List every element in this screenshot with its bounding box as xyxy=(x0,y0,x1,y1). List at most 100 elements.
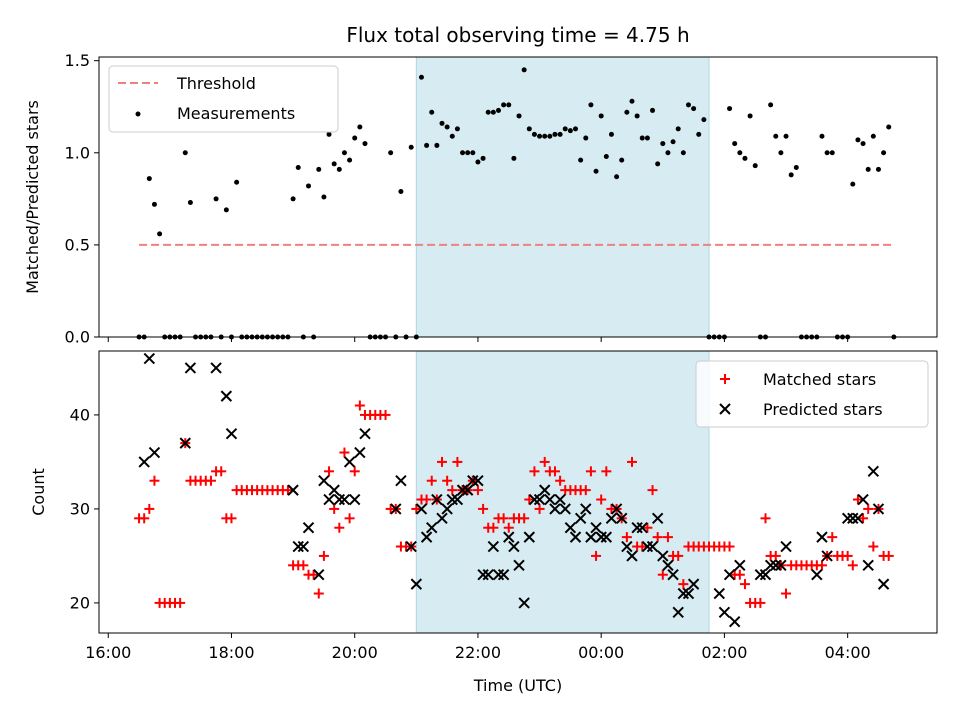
predicted-star-point xyxy=(672,606,684,619)
predicted-star-point xyxy=(549,503,561,515)
matched-star-point xyxy=(755,597,766,608)
measurement-point xyxy=(562,126,568,132)
predicted-star-point xyxy=(569,531,582,543)
measurement-point xyxy=(691,106,697,112)
y-tick-label: 40 xyxy=(70,405,90,424)
predicted-star-point xyxy=(302,522,315,534)
matched-star-point xyxy=(452,456,463,467)
matched-star-point xyxy=(139,513,150,524)
predicted-star-point xyxy=(220,390,233,402)
measurement-point xyxy=(727,106,733,112)
measurement-point xyxy=(439,120,445,126)
measurement-point xyxy=(182,150,188,156)
ratio-legend-box xyxy=(108,65,339,133)
predicted-star-point xyxy=(862,559,874,572)
matched-star-point xyxy=(498,513,509,524)
legend-predicted-swatch xyxy=(719,403,731,415)
measurement-point xyxy=(629,98,635,104)
predicted-star-point xyxy=(431,493,443,506)
predicted-star-point xyxy=(436,512,448,525)
y-tick-label: 0.5 xyxy=(65,235,90,254)
measurement-point xyxy=(347,157,353,163)
matched-star-point xyxy=(883,550,894,561)
predicted-star-point xyxy=(775,559,787,572)
measurement-point xyxy=(824,150,830,156)
predicted-star-point xyxy=(415,503,428,515)
measurement-point xyxy=(583,135,589,141)
predicted-star-point xyxy=(456,484,469,496)
measurement-point xyxy=(434,142,440,148)
matched-star-point xyxy=(447,485,458,496)
predicted-star-point xyxy=(616,512,628,525)
measurement-point xyxy=(660,141,666,147)
matched-star-point xyxy=(847,560,858,571)
predicted-star-point xyxy=(390,503,402,515)
measurement-point xyxy=(424,142,430,148)
matched-star-point xyxy=(842,550,853,561)
predicted-star-point xyxy=(359,428,371,440)
measurement-point xyxy=(768,102,774,108)
predicted-star-point xyxy=(544,493,556,506)
predicted-star-point xyxy=(513,559,525,572)
predicted-star-point xyxy=(487,540,500,553)
predicted-star-point xyxy=(646,540,659,553)
predicted-star-point xyxy=(472,475,484,487)
predicted-star-point xyxy=(713,587,725,600)
measurement-point xyxy=(644,135,650,141)
y-tick-label: 0.0 xyxy=(65,328,90,347)
measurement-point xyxy=(567,128,573,134)
predicted-star-point xyxy=(595,531,607,543)
measurement-point xyxy=(485,109,491,115)
measurement-point xyxy=(187,200,193,206)
flux-ratio-panel: 0.0 0.5 1.0 1.5 Flux total observing time =… xyxy=(23,23,938,347)
measurement-point xyxy=(316,166,322,172)
matched-star-point xyxy=(642,522,653,533)
measurement-point xyxy=(578,157,584,163)
measurement-point xyxy=(598,113,604,119)
predicted-star-point xyxy=(354,446,366,459)
measurement-point xyxy=(290,196,296,202)
predicted-star-point xyxy=(446,493,458,506)
matched-star-point xyxy=(354,400,365,411)
matched-star-point xyxy=(144,503,155,514)
measurement-point xyxy=(881,150,887,156)
predicted-star-point xyxy=(559,503,571,515)
predicted-star-point xyxy=(847,512,859,525)
measurement-point xyxy=(886,124,892,130)
matched-star-point xyxy=(858,513,869,524)
matched-star-point xyxy=(519,513,530,524)
measurement-point xyxy=(429,109,435,115)
predicted-star-point xyxy=(538,484,551,496)
matched-star-point xyxy=(863,503,874,514)
predicted-star-point xyxy=(764,559,777,572)
predicted-star-point xyxy=(533,493,546,506)
predicted-star-point xyxy=(770,559,782,572)
measurement-point xyxy=(418,74,424,80)
matched-star-point xyxy=(770,550,781,561)
measurement-point xyxy=(788,172,794,178)
predicted-star-point xyxy=(734,559,746,572)
legend-matched-swatch xyxy=(720,374,730,384)
measurement-point xyxy=(460,150,466,156)
matched-star-point xyxy=(282,485,293,496)
matched-star-point xyxy=(678,579,689,590)
matched-star-point xyxy=(298,560,309,571)
ratio-legend: Threshold Measurements xyxy=(108,65,339,133)
measurement-point xyxy=(557,131,563,137)
legend-threshold-label: Threshold xyxy=(176,74,256,93)
predicted-star-point xyxy=(687,578,700,590)
measurement-point xyxy=(537,133,543,139)
predicted-star-point xyxy=(333,493,346,506)
predicted-star-point xyxy=(323,493,335,506)
legend-measurements-swatch xyxy=(135,111,141,117)
measurement-point xyxy=(665,150,671,156)
ratio-y-axis-label: Matched/Predicted stars xyxy=(23,100,42,294)
measurement-point xyxy=(573,126,579,132)
predicted-star-point xyxy=(867,465,880,478)
matched-star-point xyxy=(868,541,879,552)
y-tick-label: 20 xyxy=(70,593,90,612)
x-tick-label: 16:00 xyxy=(85,643,131,662)
matched-star-point xyxy=(652,532,663,543)
matched-star-point xyxy=(734,569,745,580)
y-tick-label: 1.0 xyxy=(65,143,90,162)
